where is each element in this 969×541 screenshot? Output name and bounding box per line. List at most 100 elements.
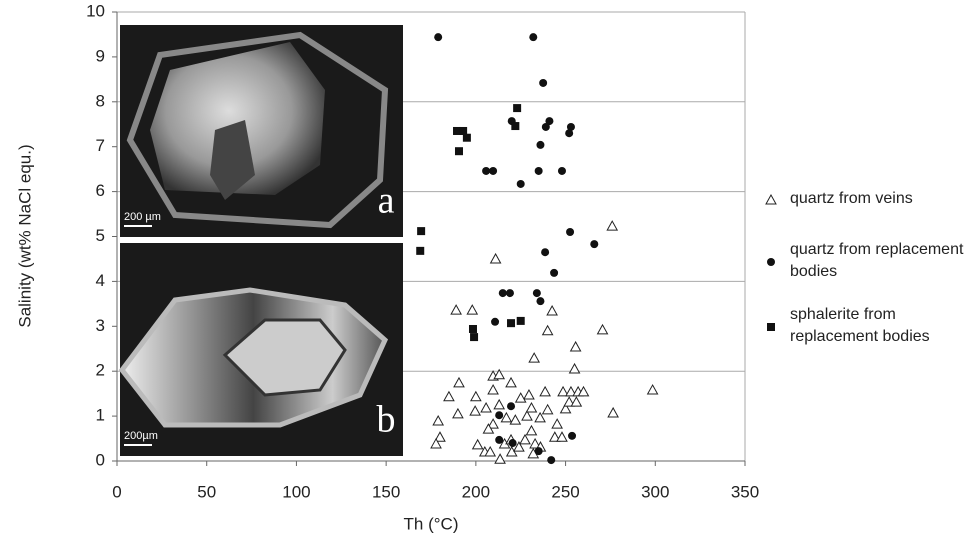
- x-tick-label: 100: [282, 482, 310, 501]
- data-point: [563, 396, 576, 407]
- data-point: [548, 431, 561, 442]
- data-point: [559, 402, 572, 414]
- x-tick-label: 250: [551, 482, 579, 501]
- data-point: [495, 411, 504, 420]
- data-point: [432, 415, 445, 426]
- data-point: [505, 289, 514, 298]
- data-point: [529, 33, 538, 42]
- data-point: [513, 104, 522, 113]
- x-tick-label: 300: [641, 482, 669, 501]
- data-point: [541, 122, 550, 131]
- data-point: [539, 78, 548, 87]
- data-point: [450, 304, 462, 315]
- data-point: [453, 126, 462, 135]
- data-point: [495, 435, 504, 444]
- data-point: [521, 410, 533, 421]
- x-tick-label: 200: [462, 482, 490, 501]
- crystal-core: [150, 42, 325, 195]
- y-tick-label: 2: [96, 361, 105, 380]
- y-tick-label: 8: [96, 91, 105, 110]
- x-tick-label: 0: [112, 482, 121, 501]
- data-point: [545, 117, 554, 126]
- x-tick-label: 50: [197, 482, 216, 501]
- data-point: [536, 297, 545, 306]
- data-point: [607, 406, 619, 418]
- data-point: [494, 453, 506, 464]
- y-tick-label: 7: [96, 136, 105, 155]
- data-point: [434, 431, 446, 442]
- data-point: [459, 126, 468, 135]
- inset-photo: [120, 25, 403, 237]
- data-point: [469, 405, 481, 416]
- data-point: [546, 305, 558, 316]
- legend-marker: [767, 258, 775, 266]
- data-point: [541, 248, 550, 257]
- legend-label: quartz from replacement bodies: [790, 241, 964, 280]
- inset-scale-label: 200 µm: [124, 211, 161, 223]
- y-tick-label: 3: [96, 316, 105, 335]
- data-point: [498, 289, 507, 298]
- data-point: [511, 122, 520, 131]
- data-point: [529, 437, 541, 449]
- data-point: [516, 179, 525, 188]
- data-point: [568, 431, 577, 440]
- data-point: [566, 122, 575, 131]
- y-axis-label: Salinity (wt% NaCl equ.): [15, 144, 34, 327]
- data-point: [507, 402, 516, 411]
- data-point: [500, 411, 513, 423]
- y-tick-label: 6: [96, 181, 105, 200]
- data-point: [541, 324, 554, 336]
- data-point: [470, 333, 479, 342]
- data-point: [416, 246, 425, 255]
- data-point: [462, 133, 471, 142]
- data-point: [566, 228, 575, 237]
- y-tick-label: 9: [96, 46, 105, 65]
- data-point: [534, 411, 546, 423]
- data-point: [509, 414, 522, 425]
- data-point: [480, 401, 492, 413]
- data-point: [534, 166, 543, 175]
- x-tick-label: 150: [372, 482, 400, 501]
- inset-label: a: [378, 180, 395, 222]
- data-point: [557, 385, 569, 397]
- data-point: [532, 289, 541, 298]
- data-point: [484, 445, 497, 457]
- data-point: [523, 388, 535, 400]
- legend-label: quartz from veins: [790, 190, 913, 207]
- data-point: [525, 401, 538, 413]
- data-point: [489, 166, 498, 175]
- data-point: [514, 392, 527, 403]
- data-point: [596, 323, 609, 335]
- data-point: [519, 433, 531, 445]
- data-point: [539, 385, 551, 397]
- data-point: [565, 385, 577, 397]
- x-axis-label: Th (°C): [404, 514, 459, 533]
- dark-inclusion: [210, 120, 255, 200]
- data-point: [557, 166, 566, 175]
- data-point: [453, 376, 465, 388]
- data-point: [590, 240, 599, 249]
- data-point: [505, 376, 517, 388]
- data-point: [482, 166, 491, 175]
- data-point: [606, 220, 619, 231]
- data-point: [471, 438, 484, 450]
- data-point: [417, 227, 426, 236]
- data-point: [452, 407, 464, 419]
- data-point: [547, 456, 556, 465]
- data-point: [468, 324, 477, 333]
- data-point: [556, 431, 568, 442]
- data-point: [443, 390, 455, 402]
- data-point: [646, 384, 659, 395]
- y-tick-label: 5: [96, 226, 105, 245]
- data-point: [570, 396, 583, 407]
- legend-marker: [767, 323, 775, 331]
- data-point: [489, 252, 502, 264]
- data-point: [470, 390, 482, 402]
- legend-label: sphalerite from replacement bodies: [790, 306, 930, 345]
- data-point: [577, 385, 590, 397]
- inset-scale-label: 200µm: [124, 430, 158, 442]
- data-point: [493, 368, 506, 380]
- data-point: [487, 384, 499, 395]
- data-point: [565, 129, 574, 138]
